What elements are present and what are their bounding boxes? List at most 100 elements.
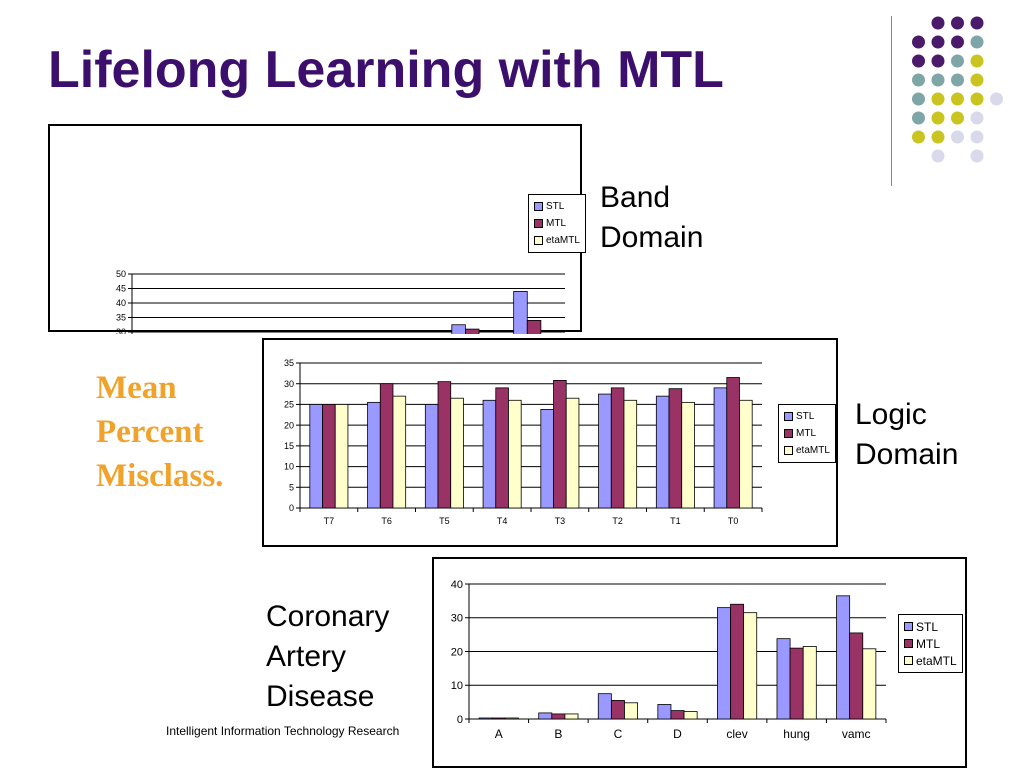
bar-etaMTL-T3: [565, 397, 580, 509]
bar-STL-T5: [424, 404, 439, 509]
y-tick-label: 5: [289, 482, 294, 492]
legend-swatch: [784, 429, 793, 438]
bar-MTL-T0: [726, 377, 740, 509]
bar-etaMTL-hung: [802, 646, 817, 720]
bar-STL-vamc: [836, 595, 851, 720]
x-category-label: T1: [670, 516, 681, 526]
y-tick-label: 10: [284, 462, 294, 472]
bar-etaMTL-B: [564, 713, 579, 720]
bar-etaMTL-T2: [623, 399, 638, 509]
decorative-dot: [951, 92, 964, 106]
legend-item: MTL: [534, 215, 580, 232]
slide-title: Lifelong Learning with MTL: [48, 41, 724, 99]
bar-MTL-vamc: [849, 632, 864, 720]
legend-label: MTL: [546, 218, 566, 229]
title-divider: [891, 16, 892, 186]
bar-etaMTL-C: [624, 702, 638, 720]
legend-item: STL: [784, 408, 830, 425]
bar-STL-B: [538, 712, 553, 720]
logic-domain-plot: 0 5 10 15 20 25 30 35 T7 T6 T5 T4 T3 T2 T1 T0: [284, 358, 763, 526]
cad-legend: STL MTL etaMTL: [898, 614, 963, 673]
band-domain-chart: 05101520253035404550T1T6T2T5T4T3T0 STLMT…: [48, 124, 586, 334]
bar-STL-D: [657, 704, 672, 720]
x-category-label: hung: [783, 727, 810, 741]
legend-swatch: [534, 219, 543, 228]
legend-swatch: [534, 202, 543, 211]
decorative-dot: [931, 149, 945, 163]
bar-STL-C: [597, 693, 612, 720]
legend-swatch: [534, 236, 543, 245]
logic-domain-label-line-2: Domain: [855, 438, 959, 471]
bar-STL-T0: [713, 387, 728, 509]
bar-MTL-T1: [668, 388, 683, 509]
y-tick-label: 30: [451, 613, 463, 625]
x-category-label: T3: [555, 516, 566, 526]
bar-MTL-T3: [465, 328, 480, 334]
legend-label: etaMTL: [916, 653, 957, 668]
x-category-label: T6: [381, 516, 392, 526]
y-tick-label: 35: [284, 358, 294, 368]
x-category-label: B: [554, 727, 562, 741]
band-domain-plot: 05101520253035404550T1T6T2T5T4T3T0: [116, 269, 565, 334]
x-category-label: T4: [497, 516, 508, 526]
decorative-dot: [951, 54, 964, 68]
bar-STL-T0: [513, 290, 528, 334]
decorative-dot: [970, 35, 984, 49]
legend-label: STL: [796, 411, 815, 422]
legend-item: STL: [904, 618, 957, 635]
cad-label-line-2: Artery: [266, 640, 347, 673]
bar-MTL-T3: [553, 380, 567, 509]
bar-etaMTL-D: [683, 711, 698, 720]
bar-etaMTL-vamc: [862, 648, 877, 720]
legend-item: STL: [534, 198, 580, 215]
bar-etaMTL-T7: [334, 404, 349, 509]
x-category-label: vamc: [842, 727, 871, 741]
decorative-dot: [970, 130, 984, 144]
cad-label-line-3: Disease: [266, 680, 375, 713]
legend-item: MTL: [904, 635, 957, 652]
logic-domain-label: Logic Domain: [855, 395, 958, 475]
bar-MTL-clev: [730, 603, 745, 720]
decorative-dot: [931, 92, 945, 106]
logic-domain-label-line-1: Logic: [855, 398, 927, 431]
x-category-label: T5: [439, 516, 450, 526]
decorative-dot: [931, 130, 945, 144]
legend-item: MTL: [784, 425, 830, 442]
legend-label: MTL: [796, 428, 816, 439]
x-category-label: A: [495, 727, 503, 741]
bar-etaMTL-clev: [743, 612, 758, 720]
y-tick-label: 40: [451, 579, 463, 591]
y-tick-label: 45: [116, 284, 126, 294]
legend-swatch: [904, 656, 913, 665]
legend-label: etaMTL: [546, 235, 580, 246]
decorative-dot: [970, 111, 984, 125]
y-tick-label: 15: [284, 441, 294, 451]
bar-etaMTL-T6: [392, 395, 407, 509]
band-domain-label-line-1: Band: [600, 181, 671, 214]
decorative-dot: [951, 111, 964, 125]
decorative-dot: [912, 54, 925, 68]
decorative-dot: [912, 92, 925, 106]
decorative-dot: [951, 130, 964, 144]
decorative-dot: [990, 92, 1003, 106]
y-measure-line-2: Percent: [96, 414, 204, 450]
bar-STL-T3: [451, 324, 466, 334]
band-domain-label: Band Domain: [600, 178, 703, 258]
y-tick-label: 30: [284, 379, 294, 389]
decorative-dot: [970, 54, 984, 68]
decorative-dot: [970, 16, 984, 30]
bar-STL-T3: [540, 409, 554, 509]
band-domain-legend: STL MTL etaMTL: [528, 194, 586, 253]
band-domain-label-line-2: Domain: [600, 221, 704, 254]
legend-label: MTL: [916, 636, 940, 651]
legend-swatch: [904, 639, 913, 648]
logic-domain-legend: STL MTL etaMTL: [778, 404, 836, 463]
legend-swatch: [784, 412, 793, 421]
legend-item: etaMTL: [904, 652, 957, 669]
y-tick-label: 50: [116, 269, 126, 279]
decorative-dot: [970, 73, 984, 87]
cad-label-line-1: Coronary: [266, 600, 390, 633]
y-tick-label: 30: [116, 327, 126, 334]
legend-swatch: [784, 446, 793, 455]
decorative-dot: [912, 73, 925, 87]
